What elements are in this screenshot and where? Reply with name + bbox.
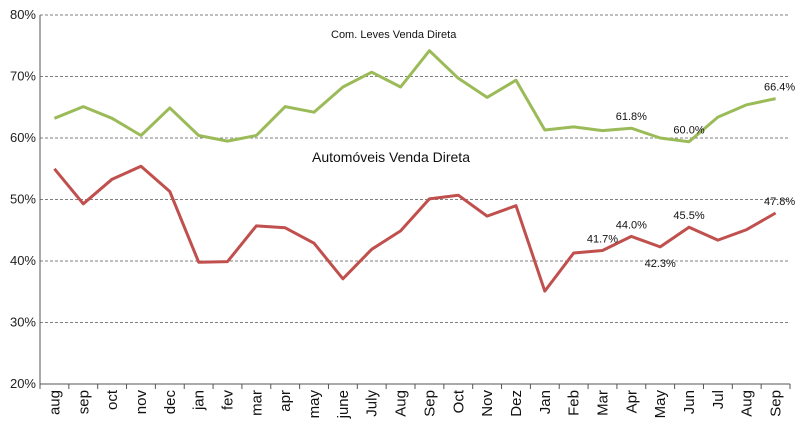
data-label: 44.0%	[616, 219, 647, 231]
y-tick-label: 40%	[10, 253, 36, 268]
x-tick-label: Feb	[566, 390, 583, 416]
x-tick-label: june	[335, 390, 352, 419]
y-tick-label: 80%	[10, 7, 36, 22]
data-label: 61.8%	[616, 111, 647, 123]
data-label: 41.7%	[587, 234, 618, 246]
x-tick-label: Mar	[595, 390, 612, 416]
y-tick-label: 60%	[10, 130, 36, 145]
data-label: 66.4%	[764, 82, 795, 94]
series-group	[53, 49, 777, 293]
x-tick-label: Aug	[739, 390, 756, 417]
data-label: 47.8%	[764, 196, 795, 208]
x-tick-label: Nov	[479, 390, 496, 417]
x-tick-label: Apr	[623, 390, 640, 413]
y-tick-label: 50%	[10, 192, 36, 207]
gridlines	[40, 14, 790, 385]
data-label: 45.5%	[673, 210, 704, 222]
x-tick-label: Aug	[393, 390, 410, 417]
x-tick-label: Dez	[508, 390, 525, 417]
x-tick-label: Oct	[450, 389, 467, 413]
data-labels: 61.8% 60.0% 66.4% 41.7% 44.0% 42.3% 45.5% 47.8%	[587, 82, 795, 270]
series-line-com-leves	[53, 49, 776, 144]
x-tick-label: jan	[191, 390, 208, 411]
data-label: 60.0%	[673, 125, 704, 137]
data-label: 42.3%	[645, 258, 676, 270]
x-tick-label: Sep	[768, 390, 785, 417]
x-tick-label: nov	[133, 390, 150, 415]
y-tick-label: 30%	[10, 315, 36, 330]
x-tick-label: apr	[277, 390, 294, 412]
x-tick-label: fev	[220, 390, 237, 411]
x-tick-label: Jan	[537, 390, 554, 414]
y-tick-label: 20%	[10, 376, 36, 391]
x-tick-label: oct	[104, 389, 121, 410]
x-tick-label: Sep	[421, 390, 438, 417]
x-tick-label: may	[306, 390, 323, 419]
x-tick-label: dec	[162, 390, 179, 415]
x-tick-label: mar	[248, 390, 265, 416]
x-tick-label: July	[364, 390, 381, 417]
series-line-automoveis	[53, 164, 777, 293]
series-label-automoveis: Automóveis Venda Direta	[312, 149, 470, 165]
x-tick-label: sep	[75, 390, 92, 414]
x-tick-label: May	[652, 390, 669, 419]
series-label-com-leves: Com. Leves Venda Direta	[331, 29, 457, 41]
y-axis: 20% 30% 40% 50% 60% 70% 80%	[10, 7, 41, 391]
x-tick-label: Jul	[710, 390, 727, 409]
x-tick-label: Jun	[681, 390, 698, 414]
x-axis: aug sep oct nov dec jan fev mar apr may june July Au…	[39, 383, 791, 419]
y-tick-label: 70%	[10, 69, 36, 84]
x-tick-label: aug	[46, 390, 63, 415]
